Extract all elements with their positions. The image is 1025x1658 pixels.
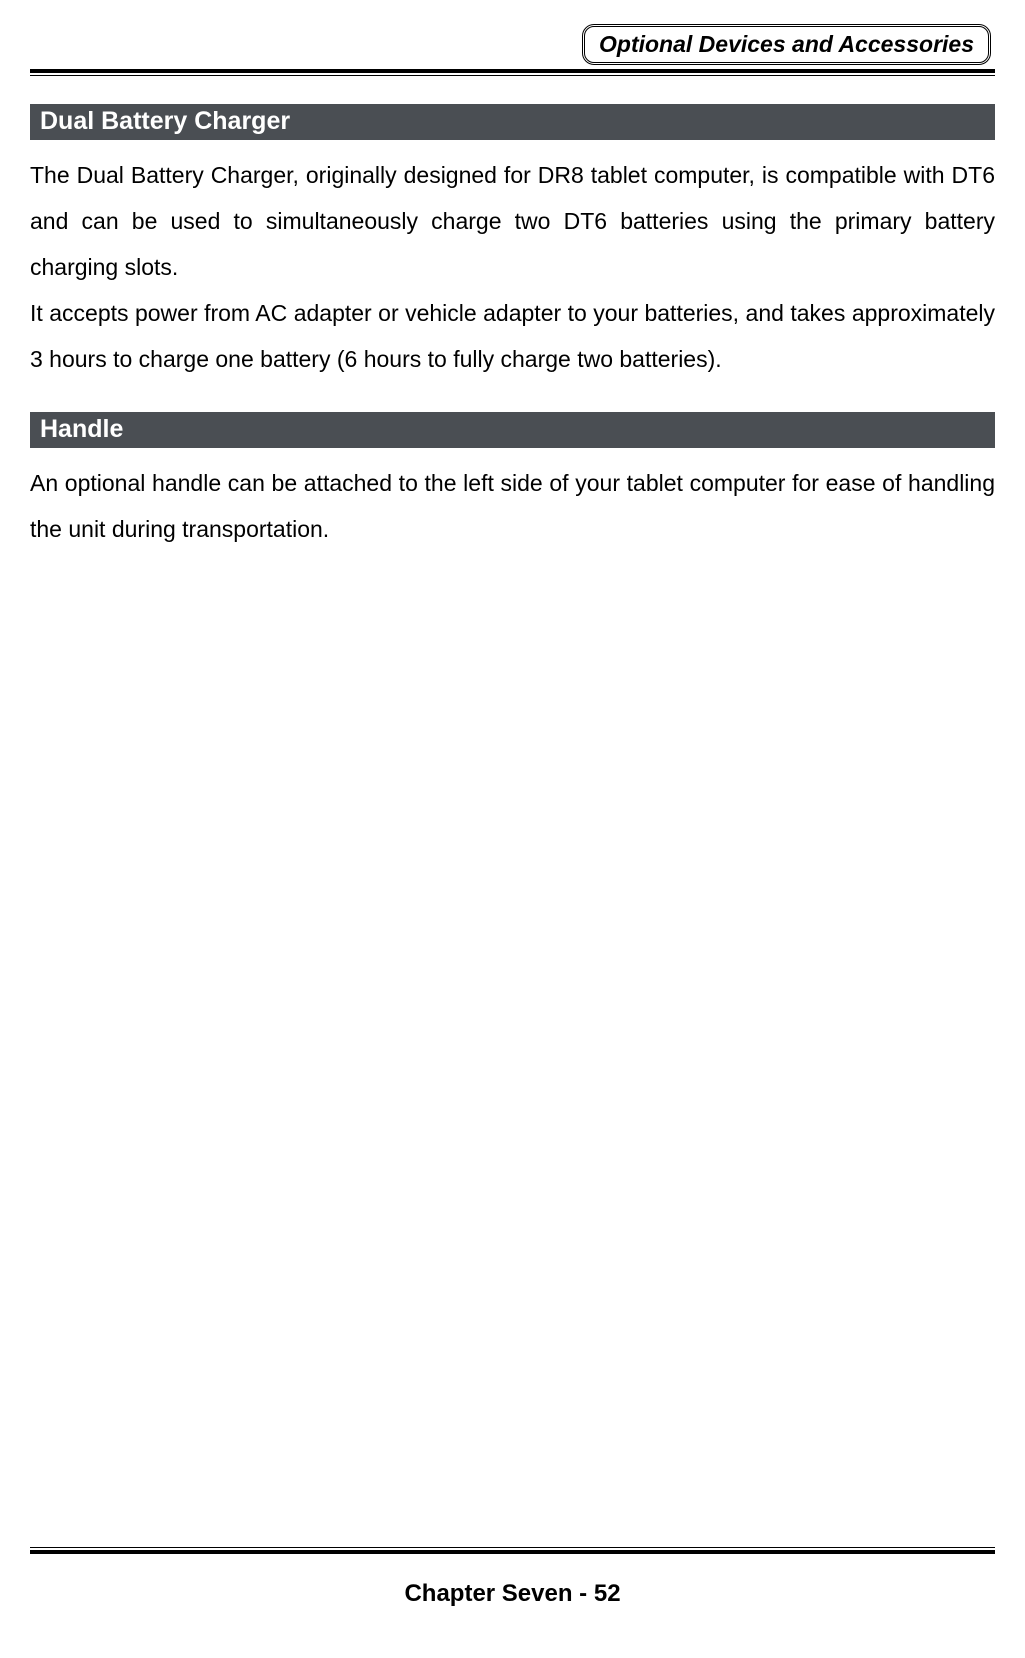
thin-rule-bottom <box>30 1547 995 1548</box>
header-title: Optional Devices and Accessories <box>599 31 974 57</box>
body-text-handle: An optional handle can be attached to th… <box>30 460 995 552</box>
section-heading-handle: Handle <box>30 412 995 448</box>
section-heading-dual-battery-charger: Dual Battery Charger <box>30 104 995 140</box>
footer-text: Chapter Seven - 52 <box>30 1580 995 1608</box>
thick-rule-bottom <box>30 1550 995 1554</box>
page-container: Optional Devices and Accessories Dual Ba… <box>0 0 1025 1658</box>
header-rule <box>30 65 995 76</box>
body-text-dual-battery-charger: The Dual Battery Charger, originally des… <box>30 152 995 382</box>
header-box: Optional Devices and Accessories <box>582 24 991 65</box>
content-area: Dual Battery Charger The Dual Battery Ch… <box>30 76 995 552</box>
thick-rule-top <box>30 69 995 73</box>
footer-area: Chapter Seven - 52 <box>30 1547 995 1608</box>
